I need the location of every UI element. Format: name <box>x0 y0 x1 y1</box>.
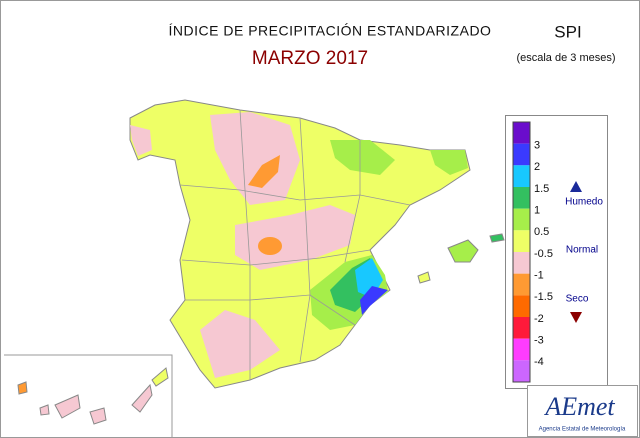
title: ÍNDICE DE PRECIPITACIÓN ESTANDARIZADO <box>169 23 492 39</box>
legend-swatch <box>513 208 530 231</box>
legend-label: -0.5 <box>534 248 553 260</box>
island <box>131 383 153 413</box>
legend-swatch <box>513 187 530 209</box>
legend-swatch <box>513 165 530 187</box>
dry-area <box>210 112 300 205</box>
province-borders <box>179 109 411 380</box>
subtitle: MARZO 2017 <box>252 48 368 69</box>
menorca <box>489 233 505 243</box>
legend-swatch <box>513 143 530 166</box>
index-name: SPI <box>554 22 581 41</box>
wet-area <box>330 140 395 175</box>
legend-swatch <box>513 273 530 296</box>
logo-name: AEmet <box>543 392 615 421</box>
legend-label: -1 <box>534 270 544 282</box>
very-dry-area <box>248 155 280 188</box>
scale-note: (escala de 3 meses) <box>516 52 615 64</box>
logo-frame <box>527 385 638 437</box>
legend: 3 2 1.5 1 0.5 -0.5 -1 -1.5 -2 -3 -4 <box>512 121 553 383</box>
mallorca <box>447 239 479 263</box>
legend-swatch <box>513 230 530 252</box>
legend-label: -3 <box>534 335 544 347</box>
legend-swatch <box>513 122 530 144</box>
island <box>17 381 28 395</box>
map <box>129 99 505 389</box>
legend-label: 3 <box>534 140 540 152</box>
legend-label: -2 <box>534 313 544 325</box>
legend-label: 1.5 <box>534 183 549 195</box>
legend-label: -4 <box>534 356 544 368</box>
island <box>89 407 107 425</box>
canary-inset <box>4 354 173 437</box>
inset-border <box>4 354 173 437</box>
legend-label: -1.5 <box>534 291 553 303</box>
island <box>151 367 169 387</box>
legend-label: 1 <box>534 205 540 217</box>
legend-swatch <box>513 317 530 339</box>
legend-swatch <box>513 252 530 274</box>
legend-swatch-border <box>512 121 531 383</box>
very-dry-area <box>258 237 282 255</box>
legend-swatch <box>513 360 530 382</box>
legend-wet: Humedo <box>565 197 603 208</box>
legend-dry: Seco <box>566 294 589 305</box>
ibiza <box>417 271 431 284</box>
dry-area <box>200 310 280 378</box>
dry-arrow <box>570 312 582 323</box>
very-wet-area <box>360 286 388 315</box>
wet-arrow <box>570 181 582 192</box>
island <box>39 404 50 416</box>
legend-swatch <box>513 295 530 317</box>
logo-agency: Agencia Estatal de Meteorología <box>539 427 626 433</box>
dry-area <box>130 125 152 156</box>
legend-label: 2 <box>534 161 540 173</box>
legend-swatch <box>513 338 530 361</box>
legend-label: 0.5 <box>534 226 549 238</box>
island <box>54 394 81 419</box>
legend-normal: Normal <box>566 245 598 256</box>
wet-area <box>430 150 468 175</box>
